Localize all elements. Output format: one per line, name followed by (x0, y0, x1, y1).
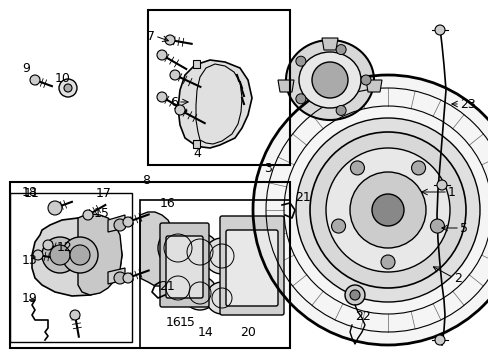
Text: 16: 16 (160, 197, 175, 210)
Circle shape (252, 75, 488, 345)
Circle shape (157, 92, 167, 102)
Circle shape (203, 238, 240, 274)
FancyBboxPatch shape (165, 236, 203, 298)
Circle shape (434, 25, 444, 35)
Circle shape (114, 219, 126, 231)
Circle shape (170, 70, 180, 80)
Circle shape (183, 276, 217, 310)
Circle shape (164, 35, 175, 45)
Text: 13: 13 (22, 255, 38, 267)
Ellipse shape (298, 52, 360, 108)
Bar (10, 193, 132, 342)
Circle shape (380, 255, 394, 269)
Circle shape (50, 203, 60, 213)
Circle shape (345, 285, 364, 305)
Circle shape (62, 237, 98, 273)
Polygon shape (193, 140, 200, 148)
Circle shape (48, 201, 62, 215)
FancyBboxPatch shape (225, 230, 278, 306)
Text: 11: 11 (24, 186, 40, 199)
Circle shape (175, 105, 184, 115)
Text: 21: 21 (159, 279, 175, 292)
Text: 7: 7 (147, 30, 155, 42)
Circle shape (311, 62, 347, 98)
Circle shape (360, 75, 370, 85)
Circle shape (64, 84, 72, 92)
Bar (148, 10, 289, 165)
Text: 4: 4 (193, 147, 201, 159)
Circle shape (411, 161, 425, 175)
Circle shape (434, 335, 444, 345)
Text: 17: 17 (96, 186, 112, 199)
Text: 8: 8 (142, 174, 150, 186)
Circle shape (33, 250, 43, 260)
Text: 1: 1 (447, 185, 455, 198)
Circle shape (295, 118, 479, 302)
Circle shape (331, 219, 345, 233)
Polygon shape (278, 80, 293, 92)
Bar (10, 182, 289, 348)
Bar (140, 200, 289, 348)
Ellipse shape (285, 40, 373, 120)
Polygon shape (193, 60, 200, 68)
Circle shape (349, 290, 359, 300)
Text: 21: 21 (294, 190, 310, 203)
Circle shape (50, 245, 70, 265)
Circle shape (30, 75, 40, 85)
Polygon shape (321, 38, 337, 50)
Text: 3: 3 (264, 162, 271, 175)
Circle shape (59, 79, 77, 97)
Circle shape (114, 272, 126, 284)
Circle shape (83, 210, 93, 220)
Circle shape (335, 45, 346, 55)
Circle shape (429, 219, 444, 233)
Circle shape (349, 172, 425, 248)
Circle shape (158, 228, 198, 268)
Circle shape (70, 310, 80, 320)
Polygon shape (78, 214, 122, 295)
Polygon shape (140, 212, 172, 286)
Circle shape (181, 233, 219, 271)
Text: 15: 15 (180, 316, 196, 329)
Circle shape (295, 56, 305, 66)
Text: 10: 10 (55, 72, 71, 85)
Polygon shape (108, 215, 125, 232)
Text: 16: 16 (165, 315, 182, 328)
Text: 14: 14 (198, 325, 213, 338)
Text: 18: 18 (22, 185, 38, 198)
Circle shape (70, 245, 90, 265)
Circle shape (325, 148, 449, 272)
Text: 12: 12 (57, 240, 73, 253)
Text: 9: 9 (22, 62, 30, 75)
Circle shape (371, 194, 403, 226)
Circle shape (295, 94, 305, 104)
Text: 19: 19 (22, 292, 38, 305)
Text: 20: 20 (240, 327, 255, 339)
Circle shape (335, 105, 346, 116)
Polygon shape (365, 80, 381, 92)
FancyBboxPatch shape (220, 216, 284, 315)
Text: 5: 5 (459, 221, 467, 234)
Text: 6: 6 (170, 95, 178, 108)
Text: 15: 15 (94, 207, 110, 220)
Circle shape (350, 161, 364, 175)
Circle shape (436, 180, 446, 190)
Text: 23: 23 (459, 98, 475, 111)
Circle shape (123, 273, 133, 283)
Circle shape (160, 270, 196, 306)
Circle shape (205, 282, 238, 314)
Circle shape (123, 217, 133, 227)
FancyBboxPatch shape (160, 223, 208, 307)
Circle shape (157, 50, 167, 60)
Text: 2: 2 (453, 271, 461, 284)
Circle shape (309, 132, 465, 288)
Polygon shape (32, 218, 122, 296)
Text: 22: 22 (354, 310, 370, 323)
Circle shape (43, 240, 53, 250)
Circle shape (42, 237, 78, 273)
Polygon shape (178, 60, 251, 148)
Polygon shape (108, 268, 125, 284)
